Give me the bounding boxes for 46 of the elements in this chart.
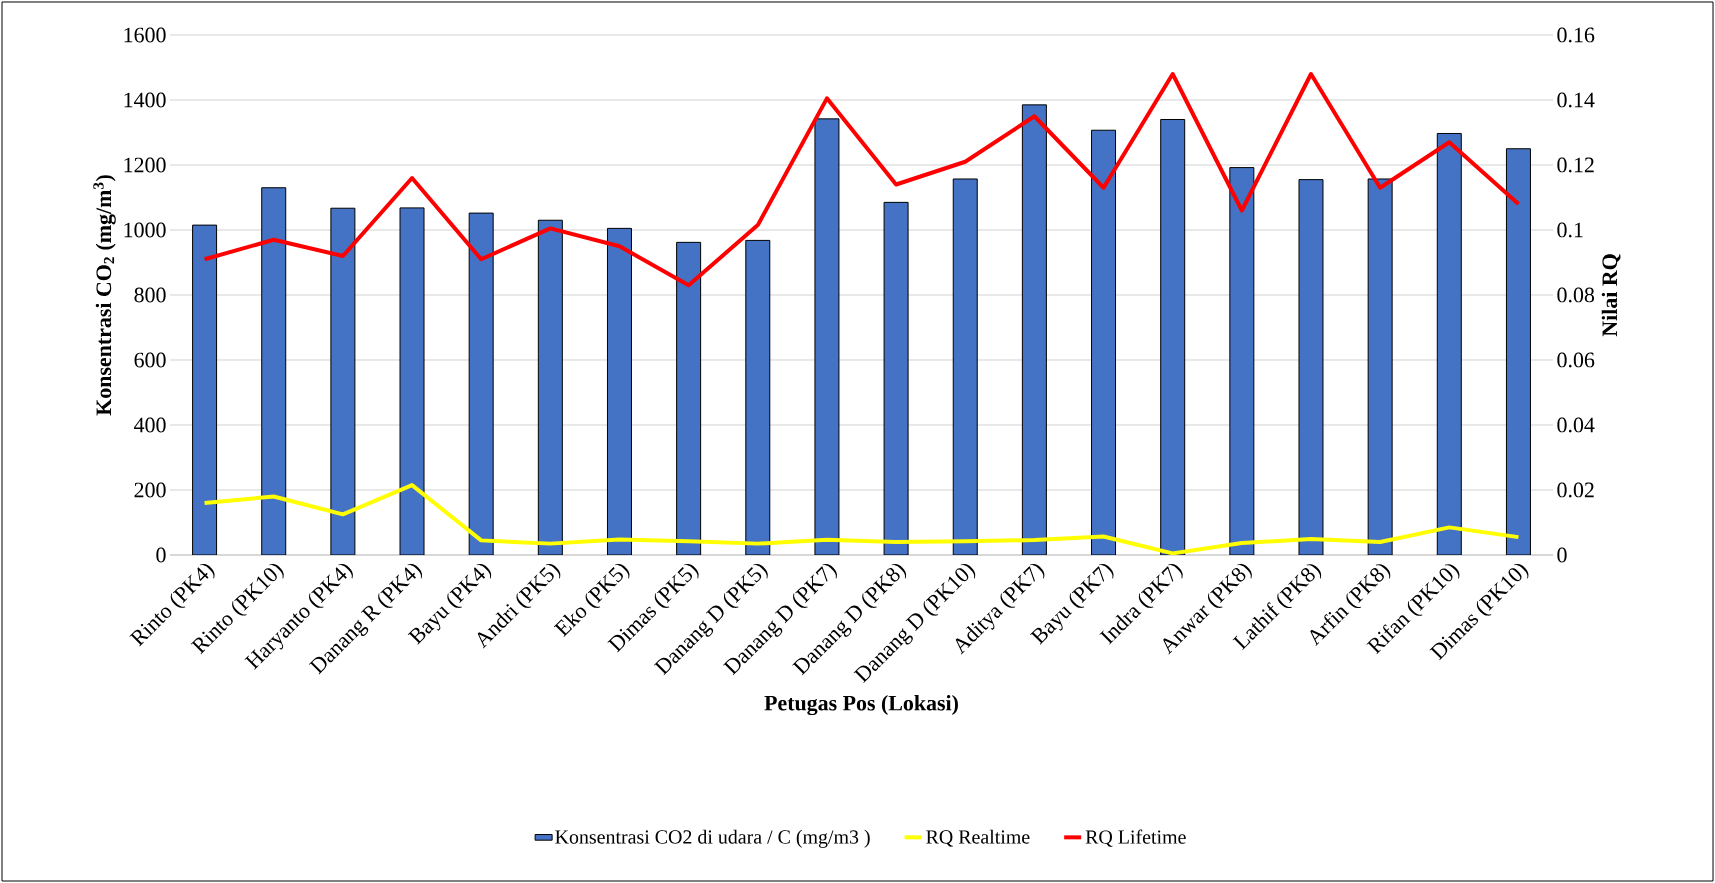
bar xyxy=(1091,129,1117,555)
legend-label: Konsentrasi CO2 di udara / C (mg/m3 ) xyxy=(555,829,870,848)
bar xyxy=(1367,178,1393,555)
y-tick-label: 1600 xyxy=(124,27,166,43)
bar xyxy=(952,178,978,555)
y-tick-label: 600 xyxy=(134,352,166,368)
bar xyxy=(606,227,632,555)
y2-tick-label: 0 xyxy=(1557,547,1567,563)
y2-tick-label: 0.04 xyxy=(1557,417,1595,433)
bar xyxy=(745,239,771,555)
y2-tick-label: 0.02 xyxy=(1557,482,1594,498)
y2-tick-label: 0.14 xyxy=(1557,92,1595,108)
bar xyxy=(330,207,356,555)
y-tick-label: 800 xyxy=(134,287,166,303)
legend-label: RQ Lifetime xyxy=(1085,829,1186,847)
y-tick-label: 1200 xyxy=(124,157,166,173)
legend-label: RQ Realtime xyxy=(926,829,1030,847)
bar xyxy=(1160,118,1186,555)
y2-tick-label: 0.1 xyxy=(1557,222,1583,238)
y2-tick-label: 0.08 xyxy=(1557,287,1595,303)
bar xyxy=(468,212,494,555)
y2-tick-label: 0.16 xyxy=(1557,27,1595,43)
y2-axis-title: Nilai RQ xyxy=(1601,254,1621,337)
bar xyxy=(1298,179,1324,555)
line-series xyxy=(202,72,1521,288)
y2-tick-label: 0.12 xyxy=(1557,157,1594,173)
y-tick-label: 200 xyxy=(134,482,166,498)
bar xyxy=(814,118,840,555)
bar xyxy=(1436,132,1462,555)
bar xyxy=(1229,167,1255,555)
bar xyxy=(399,207,425,555)
bar xyxy=(261,187,287,555)
y-axis-title: Konsentrasi CO$_{2}$ (mg/m$^{3}$) xyxy=(93,175,116,416)
bar xyxy=(883,201,909,555)
y-tick-label: 400 xyxy=(134,417,166,433)
bar xyxy=(1505,148,1531,555)
bar xyxy=(537,219,563,555)
bar xyxy=(1021,104,1047,555)
x-axis-title: Petugas Pos (Lokasi) xyxy=(764,695,958,716)
bar xyxy=(192,224,218,555)
y-tick-label: 0 xyxy=(156,547,166,563)
bar xyxy=(676,241,702,555)
y2-tick-label: 0.06 xyxy=(1557,352,1595,368)
line-series xyxy=(202,483,1521,555)
y-tick-label: 1000 xyxy=(124,222,166,238)
y-tick-label: 1400 xyxy=(124,92,166,108)
